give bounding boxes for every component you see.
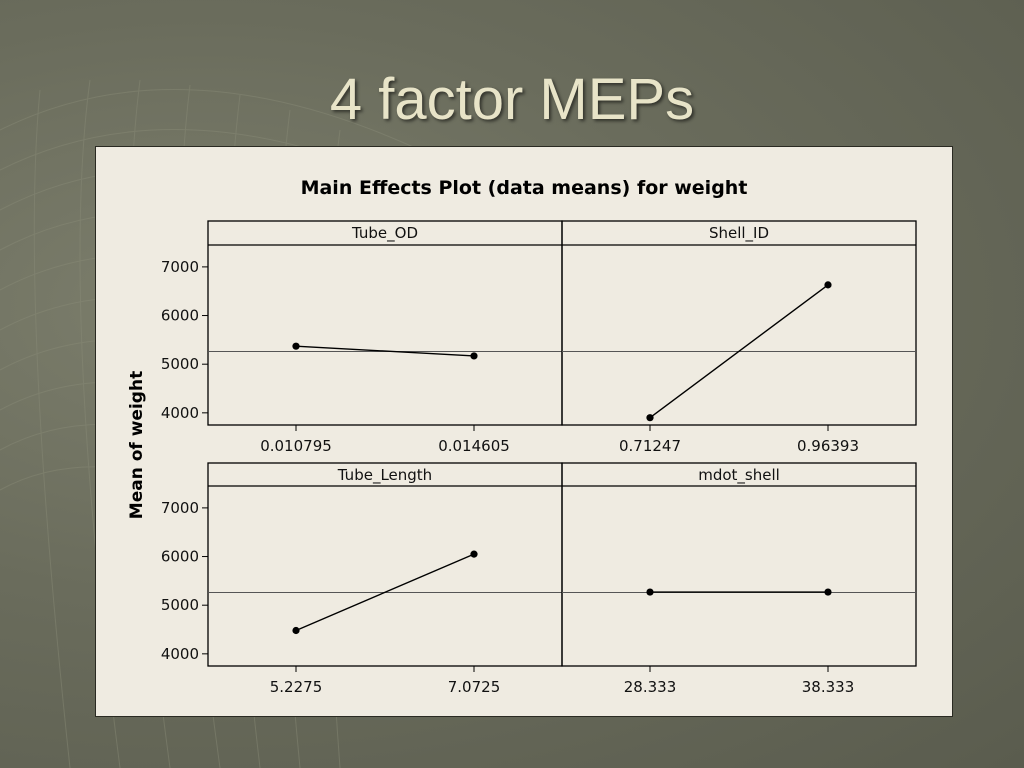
slide-title: 4 factor MEPs: [329, 67, 695, 132]
y-tick-label: 7000: [161, 499, 199, 517]
x-tick-label: 28.333: [624, 678, 677, 696]
panel-shell-id: Shell_ID 0.71247 0.96393: [561, 220, 917, 455]
y-tick-label: 6000: [161, 548, 199, 566]
panel-label: Tube_Length: [337, 466, 432, 485]
data-point: [646, 414, 654, 422]
series-line: [295, 345, 475, 357]
x-tick-label: 5.2275: [270, 678, 323, 696]
data-point: [646, 588, 654, 596]
main-effects-chart: Main Effects Plot (data means) for weigh…: [127, 177, 917, 696]
data-point: [292, 342, 300, 350]
data-point: [470, 550, 478, 558]
panel-label: Shell_ID: [709, 224, 769, 243]
panel-label: Tube_OD: [351, 224, 418, 243]
series-line: [295, 553, 475, 632]
x-tick-label: 0.010795: [260, 437, 332, 455]
y-tick-label: 7000: [161, 258, 199, 276]
x-tick-label: 38.333: [802, 678, 855, 696]
panel-tube-od: Tube_OD 4000 5000 6000 7000 0.010795 0.014605: [161, 220, 563, 455]
panel-label: mdot_shell: [698, 466, 780, 485]
panel-frame: [207, 462, 563, 667]
y-tick-label: 5000: [161, 355, 199, 373]
data-point: [824, 588, 832, 596]
data-point: [470, 352, 478, 360]
data-point: [292, 626, 300, 635]
panel-mdot-shell: mdot_shell 28.333 38.333: [561, 462, 917, 696]
panel-frame: [561, 462, 917, 667]
chart-title: Main Effects Plot (data means) for weigh…: [301, 177, 748, 199]
y-tick-label: 6000: [161, 307, 199, 325]
panel-frame: [207, 220, 563, 426]
panels-layer: Tube_OD 4000 5000 6000 7000 0.010795 0.014605 S…: [161, 220, 917, 696]
y-tick-label: 4000: [161, 404, 199, 422]
y-tick-label: 5000: [161, 596, 199, 614]
x-tick-label: 0.71247: [619, 437, 681, 455]
y-axis-title: Mean of weight: [127, 371, 147, 519]
panel-frame: [561, 220, 917, 426]
x-tick-label: 7.0725: [448, 678, 501, 696]
chart-panel: Main Effects Plot (data means) for weigh…: [95, 146, 953, 717]
series-line: [649, 284, 829, 419]
x-tick-label: 0.96393: [797, 437, 859, 455]
panel-tube-length: Tube_Length 4000 5000 6000 7000 5.2275 7.0725: [161, 462, 563, 696]
x-tick-label: 0.014605: [438, 437, 510, 455]
data-point: [824, 281, 832, 289]
y-tick-label: 4000: [161, 645, 199, 663]
